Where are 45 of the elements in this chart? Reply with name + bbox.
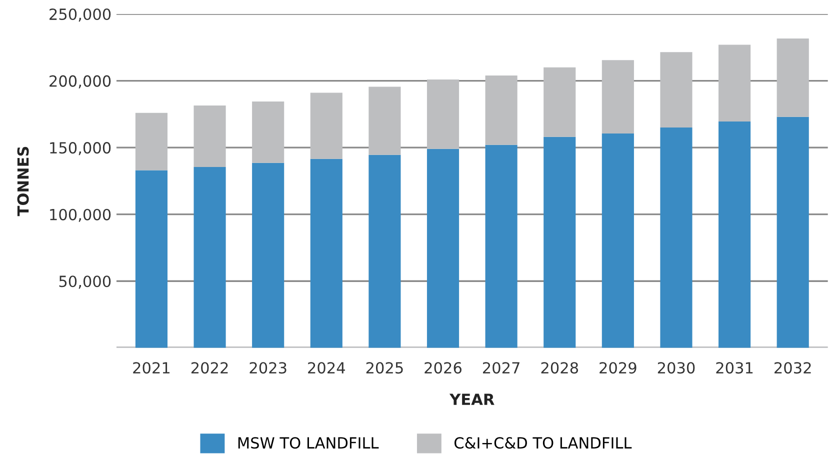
y-tick-label: 50,000 (59, 276, 111, 289)
bar (135, 170, 168, 348)
bar (544, 67, 576, 137)
bar (718, 44, 751, 122)
bar (544, 136, 576, 348)
bar (602, 60, 634, 134)
legend-label: MSW TO LANDFILL (238, 437, 379, 449)
x-tick-label: 2024 (308, 362, 345, 374)
x-tick-label: 2025 (366, 362, 403, 374)
bar (660, 52, 692, 128)
x-tick-label: 2022 (191, 362, 228, 374)
bar (310, 158, 342, 348)
x-tick-label: 2023 (250, 362, 286, 374)
x-tick-label: 2021 (133, 362, 170, 374)
bar (252, 101, 284, 163)
bar (135, 112, 168, 170)
x-tick-label: 2027 (482, 362, 520, 374)
bar (426, 79, 460, 149)
x-tick-label: 2026 (424, 362, 462, 374)
bar (602, 134, 634, 348)
bar (718, 122, 751, 348)
x-axis-title: YEAR (449, 394, 494, 405)
bar (194, 106, 226, 167)
bar (194, 166, 226, 348)
bar (368, 86, 401, 155)
bar (252, 162, 284, 348)
y-tick-label: 200,000 (50, 75, 111, 88)
bar (660, 128, 692, 348)
y-tick-label: 150,000 (50, 142, 111, 156)
x-tick-label: 2032 (774, 362, 811, 374)
x-tick-label: 2028 (541, 362, 578, 374)
y-tick-label: 250,000 (50, 8, 111, 22)
bar (485, 144, 518, 348)
bar (776, 116, 809, 348)
y-axis-title: TONNES (17, 146, 29, 216)
bar (776, 38, 809, 117)
x-tick-label: 2030 (658, 362, 695, 374)
bar (485, 75, 518, 145)
legend-label: C&I+C&D TO LANDFILL (454, 437, 632, 449)
bar (310, 92, 342, 159)
bar (426, 148, 460, 348)
x-tick-label: 2029 (600, 362, 636, 374)
y-tick-label: 100,000 (50, 208, 111, 222)
x-tick-label: 2031 (716, 362, 753, 374)
bar (368, 154, 401, 348)
